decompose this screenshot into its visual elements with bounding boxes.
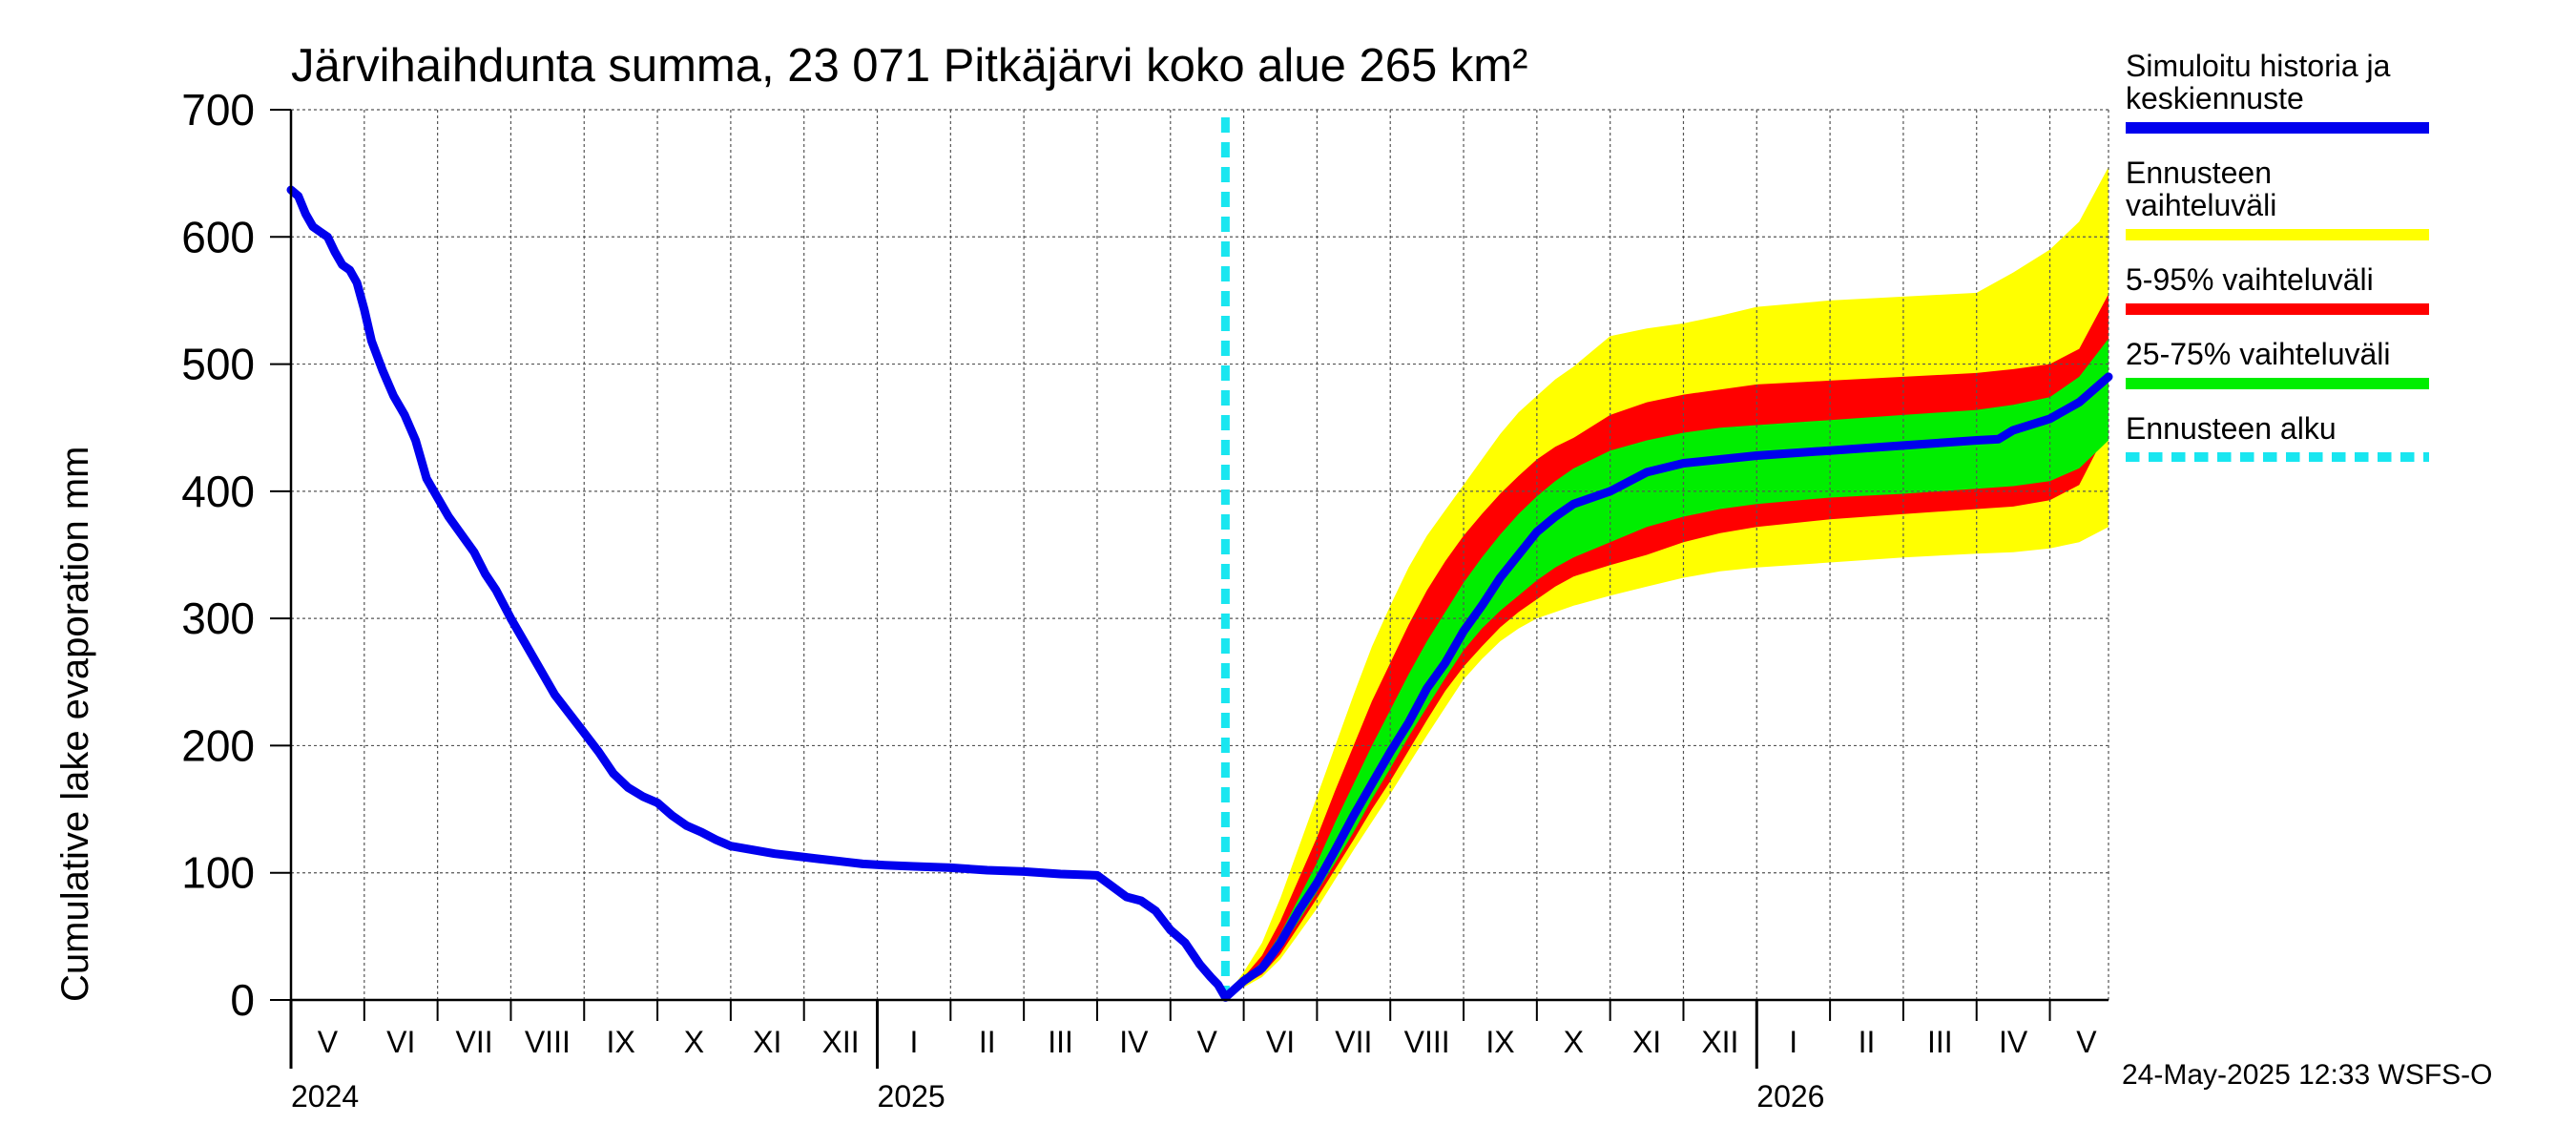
legend-label: 5-95% vaihteluväli [2126,262,2374,297]
month-label: V [318,1025,339,1059]
legend-label: Ennusteen vaihteluväli [2126,156,2277,222]
month-label: XI [753,1025,781,1059]
y-tick-label: 500 [181,340,255,389]
history-line [286,185,1230,1002]
year-label: 2026 [1756,1079,1824,1114]
month-label: I [909,1025,918,1059]
y-axis-label: Cumulative lake evaporation mm [54,447,96,1002]
chart-title: Järvihaihdunta summa, 23 071 Pitkäjärvi … [291,40,1527,92]
forecast-band-2 [1225,294,2109,998]
month-label: II [1859,1025,1876,1059]
year-label: 2025 [878,1079,945,1114]
legend-label: Simuloitu historia ja keskiennuste [2126,49,2391,115]
legend-swatch-cyan-dashed [2126,452,2429,462]
footer-timestamp: 24-May-2025 12:33 WSFS-O [2122,1059,2493,1091]
forecast-band-1 [1225,167,2109,998]
y-tick-label: 100 [181,848,255,898]
y-tick-label: 0 [230,975,255,1025]
month-label: V [1197,1025,1218,1059]
legend-swatch-red [2126,303,2429,315]
legend-item-forecast-start: Ennusteen alku [2126,412,2431,462]
month-label: X [1564,1025,1584,1059]
y-tick-label: 300 [181,593,255,643]
month-label: I [1789,1025,1797,1059]
month-label: IX [607,1025,635,1059]
y-tick-label: 700 [181,85,255,135]
month-label: II [979,1025,996,1059]
month-label: VII [1335,1025,1372,1059]
median-forecast-line [1220,372,2113,1002]
month-label: III [1048,1025,1073,1059]
legend-swatch-green [2126,378,2429,389]
month-label: IX [1485,1025,1514,1059]
y-tick-label: 600 [181,212,255,261]
month-label: III [1927,1025,1953,1059]
month-label: V [2076,1025,2097,1059]
month-label: VI [1266,1025,1295,1059]
month-label: VI [386,1025,415,1059]
legend-item-5-95: 5-95% vaihteluväli [2126,263,2431,315]
legend-swatch-blue-line [2126,122,2429,134]
month-label: XI [1632,1025,1661,1059]
legend-label: 25-75% vaihteluväli [2126,337,2391,371]
month-label: VII [455,1025,492,1059]
legend-item-forecast-range: Ennusteen vaihteluväli [2126,156,2431,240]
month-label: XII [822,1025,860,1059]
y-tick-label: 200 [181,720,255,770]
month-label: XII [1701,1025,1738,1059]
month-label: IV [1119,1025,1149,1059]
legend-item-history: Simuloitu historia ja keskiennuste [2126,50,2431,134]
chart-legend: Simuloitu historia ja keskiennuste Ennus… [2126,50,2431,485]
legend-label: Ennusteen alku [2126,411,2337,446]
year-label: 2024 [291,1079,359,1114]
legend-item-25-75: 25-75% vaihteluväli [2126,338,2431,389]
y-tick-label: 400 [181,467,255,516]
month-label: IV [1999,1025,2028,1059]
legend-swatch-yellow [2126,229,2429,240]
month-label: X [684,1025,704,1059]
month-label: VIII [525,1025,571,1059]
month-label: VIII [1404,1025,1450,1059]
